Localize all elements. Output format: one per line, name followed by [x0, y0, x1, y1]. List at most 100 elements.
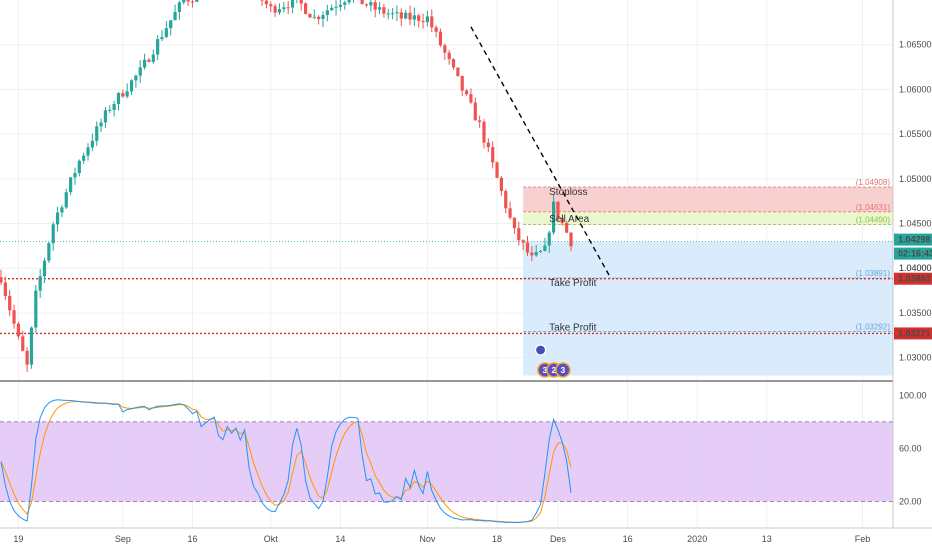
candle-body[interactable]	[456, 67, 460, 76]
candle-body[interactable]	[565, 222, 569, 233]
candle-body[interactable]	[182, 0, 186, 3]
candle-body[interactable]	[169, 20, 173, 29]
candle-body[interactable]	[25, 350, 29, 365]
candle-body[interactable]	[478, 120, 482, 122]
candle-body[interactable]	[51, 224, 55, 244]
candle-body[interactable]	[90, 140, 94, 148]
candle-body[interactable]	[382, 7, 386, 14]
candle-body[interactable]	[260, 0, 264, 1]
candle-body[interactable]	[330, 7, 334, 11]
candle-body[interactable]	[264, 0, 269, 5]
candle-body[interactable]	[156, 39, 160, 55]
candle-body[interactable]	[34, 290, 38, 328]
candle-body[interactable]	[556, 201, 560, 218]
candle-body[interactable]	[508, 208, 512, 218]
candle-body[interactable]	[99, 122, 103, 127]
candle-body[interactable]	[395, 12, 399, 14]
candle-body[interactable]	[3, 282, 7, 296]
event-marker[interactable]	[534, 344, 547, 356]
event-tag-2[interactable]	[555, 362, 571, 378]
candle-body[interactable]	[303, 3, 308, 14]
candle-body[interactable]	[499, 177, 503, 192]
candle-body[interactable]	[334, 6, 338, 8]
candle-body[interactable]	[299, 0, 303, 4]
candle-body[interactable]	[473, 102, 477, 121]
candle-body[interactable]	[534, 251, 538, 256]
candle-body[interactable]	[273, 6, 277, 13]
candle-body[interactable]	[347, 0, 351, 3]
candle-body[interactable]	[438, 31, 443, 46]
candle-body[interactable]	[190, 1, 195, 3]
candle-body[interactable]	[86, 147, 90, 156]
candle-body[interactable]	[0, 277, 3, 283]
candle-body[interactable]	[312, 16, 316, 18]
trendline[interactable]	[470, 26, 611, 278]
candle-body[interactable]	[425, 16, 430, 23]
candle-body[interactable]	[391, 13, 395, 15]
candle-body[interactable]	[443, 45, 447, 53]
candle-body[interactable]	[125, 91, 129, 97]
candle-body[interactable]	[373, 2, 377, 10]
candle-body[interactable]	[42, 260, 47, 277]
candle-body[interactable]	[421, 21, 425, 23]
candle-body[interactable]	[73, 173, 77, 178]
candle-body[interactable]	[369, 2, 373, 6]
candle-body[interactable]	[103, 110, 108, 123]
candle-body[interactable]	[360, 0, 364, 5]
candle-body[interactable]	[447, 52, 451, 60]
candle-body[interactable]	[147, 59, 151, 62]
candle-body[interactable]	[364, 4, 369, 6]
candle-body[interactable]	[116, 93, 121, 105]
candle-body[interactable]	[269, 4, 273, 7]
candle-body[interactable]	[286, 7, 290, 9]
candle-body[interactable]	[430, 16, 434, 28]
candle-body[interactable]	[517, 228, 521, 241]
candle-body[interactable]	[434, 27, 438, 32]
candle-body[interactable]	[134, 75, 138, 81]
candle-body[interactable]	[47, 243, 51, 261]
candle-body[interactable]	[308, 13, 312, 18]
trendline-line[interactable]	[470, 26, 611, 278]
candle-body[interactable]	[530, 252, 534, 256]
candle-body[interactable]	[560, 217, 564, 223]
candle-body[interactable]	[482, 121, 486, 143]
candle-body[interactable]	[277, 9, 282, 13]
candle-body[interactable]	[82, 155, 86, 161]
candle-body[interactable]	[521, 240, 525, 243]
candle-body[interactable]	[504, 191, 508, 209]
candle-body[interactable]	[186, 0, 190, 2]
candle-body[interactable]	[412, 15, 416, 20]
candle-body[interactable]	[491, 147, 495, 163]
candle-body[interactable]	[55, 212, 60, 225]
candle-body[interactable]	[282, 7, 286, 10]
candle-body[interactable]	[8, 295, 12, 311]
candle-body[interactable]	[151, 54, 155, 62]
candle-body[interactable]	[95, 126, 99, 141]
candle-body[interactable]	[543, 245, 547, 251]
candle-body[interactable]	[317, 16, 321, 20]
candle-body[interactable]	[512, 217, 517, 229]
candle-body[interactable]	[495, 162, 499, 178]
candle-body[interactable]	[464, 90, 469, 95]
candle-body[interactable]	[16, 323, 21, 337]
candle-body[interactable]	[160, 37, 164, 40]
candle-body[interactable]	[164, 28, 168, 38]
candle-body[interactable]	[399, 12, 403, 19]
candle-body[interactable]	[173, 11, 177, 21]
candle-body[interactable]	[486, 142, 490, 148]
candle-body[interactable]	[552, 201, 556, 233]
candle-body[interactable]	[77, 160, 81, 174]
candle-body[interactable]	[386, 13, 390, 15]
candle-body[interactable]	[325, 10, 329, 16]
candle-body[interactable]	[142, 59, 147, 68]
candle-body[interactable]	[29, 327, 34, 365]
candle-body[interactable]	[195, 0, 199, 2]
candle-body[interactable]	[121, 93, 125, 97]
candle-body[interactable]	[290, 0, 295, 8]
candle-body[interactable]	[129, 80, 134, 92]
candle-body[interactable]	[38, 276, 42, 291]
candle-body[interactable]	[547, 232, 551, 246]
candle-body[interactable]	[69, 177, 73, 193]
